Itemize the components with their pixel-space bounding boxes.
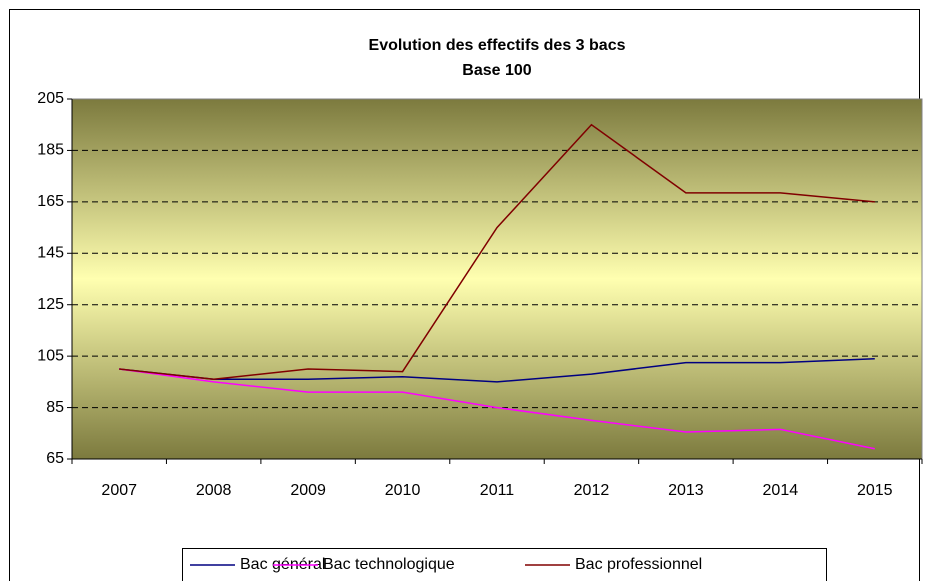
y-tick-label: 165 (37, 193, 64, 210)
x-tick-label: 2012 (574, 482, 610, 499)
plot-area (71, 98, 923, 460)
series-line (119, 357, 875, 383)
x-tick-label: 2008 (196, 482, 232, 499)
y-tick-label: 205 (37, 90, 64, 107)
chart-subtitle: Base 100 (462, 62, 531, 79)
series-line (119, 368, 875, 450)
x-tick-label: 2014 (763, 482, 799, 499)
legend-label: Bac technologique (323, 556, 455, 573)
legend-label: Bac professionnel (575, 556, 702, 573)
chart-title: Evolution des effectifs des 3 bacs (369, 37, 626, 54)
x-tick-label: 2009 (290, 482, 326, 499)
x-tick-label: 2010 (385, 482, 421, 499)
y-tick-label: 105 (37, 347, 64, 364)
x-tick-label: 2013 (668, 482, 704, 499)
y-tick-label: 85 (46, 399, 64, 416)
x-tick-label: 2011 (480, 482, 515, 499)
y-tick-label: 65 (46, 450, 64, 467)
x-tick-label: 2007 (101, 482, 137, 499)
y-tick-label: 145 (37, 245, 64, 262)
series-line (119, 123, 875, 381)
x-tick-label: 2015 (857, 482, 893, 499)
y-tick-label: 125 (37, 296, 64, 313)
y-tick-label: 185 (37, 142, 64, 159)
